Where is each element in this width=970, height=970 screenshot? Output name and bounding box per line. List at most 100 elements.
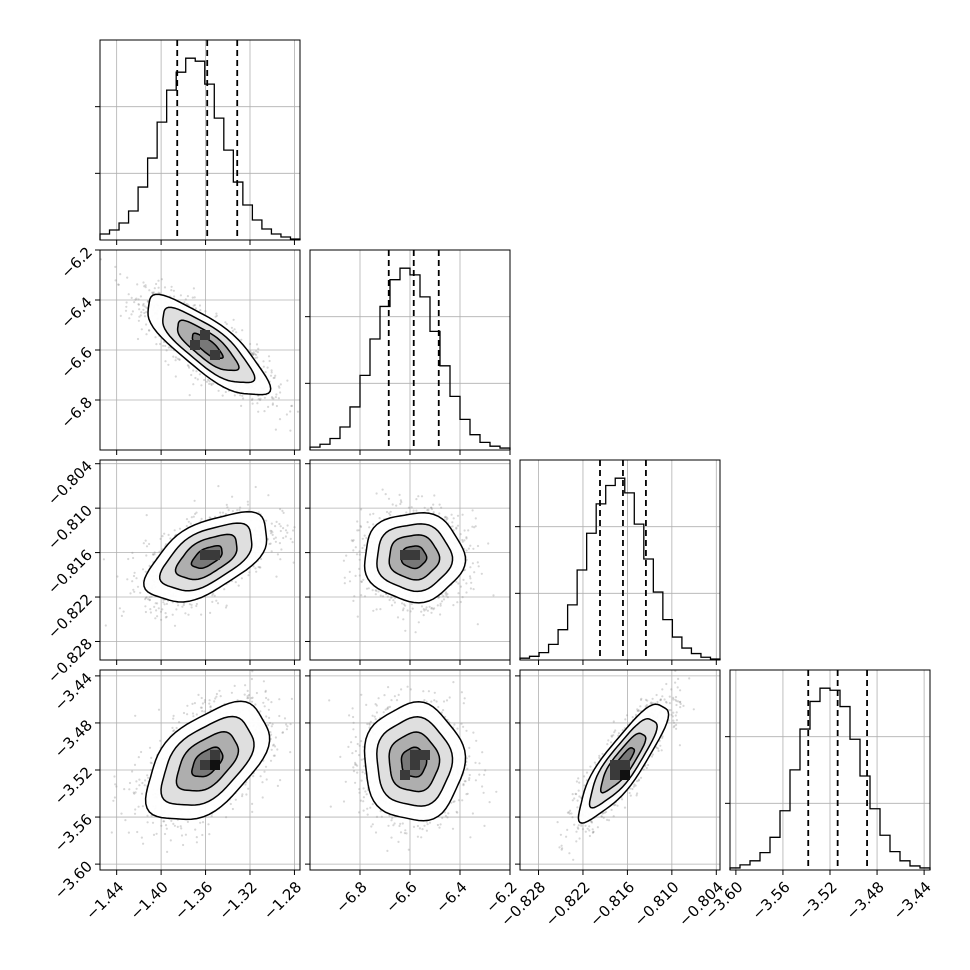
sample-point [267,355,271,358]
sample-point [388,512,391,515]
sample-point [235,331,238,334]
sample-point [179,825,182,828]
sample-point [452,604,455,607]
sample-point [259,398,262,402]
sample-point [375,492,378,495]
sample-point [293,526,296,529]
sample-point [368,526,371,529]
sample-point [271,397,274,400]
sample-point [165,602,168,606]
sample-point [224,390,227,394]
sample-point [430,506,433,509]
sample-point [315,700,317,702]
sample-point [148,564,151,568]
sample-point [430,606,433,610]
sample-point [359,524,362,528]
sample-point [143,305,146,308]
sample-point [284,535,287,538]
sample-point [360,580,363,584]
sample-point [375,589,378,593]
sample-point [128,781,132,785]
sample-point [203,699,207,702]
sample-point [138,308,141,311]
sample-point [185,518,189,521]
sample-point [463,568,467,572]
sample-point [393,601,396,604]
sample-point [140,750,143,754]
sample-point [135,297,138,300]
sample-point [215,314,218,317]
sample-point [276,553,279,556]
sample-point [262,680,265,683]
sample-point [192,715,195,718]
sample-point [231,495,234,498]
sample-point [258,566,261,569]
sample-point [264,371,267,374]
sample-point [137,303,140,306]
sample-point [471,509,474,512]
scatter-panel-2-1 [305,459,511,665]
sample-point [472,547,475,550]
sample-point [145,306,148,309]
density-core [400,550,420,560]
sample-point [379,608,382,611]
sample-point [162,344,165,347]
sample-point [455,580,458,583]
sample-point [401,602,404,605]
sample-point [252,351,255,354]
sample-point [200,696,203,700]
sample-point [271,531,274,534]
sample-point [133,571,136,574]
sample-point [296,410,299,413]
sample-point [190,516,193,519]
sample-point [151,553,155,556]
sample-point [188,394,191,397]
sample-point [203,378,206,382]
sample-point [379,594,382,597]
sample-point [371,589,374,592]
sample-point [141,304,145,307]
sample-point [139,591,142,594]
sample-point [181,605,184,608]
sample-point [444,515,447,519]
sample-point [131,551,134,555]
sample-point [365,536,368,540]
sample-point [422,614,425,617]
sample-point [173,729,176,732]
sample-point [400,501,403,504]
sample-point [269,374,273,377]
sample-point [404,629,407,632]
sample-point [446,596,449,599]
sample-point [390,596,393,599]
sample-point [247,509,250,512]
sample-point [249,342,252,346]
sample-point [275,520,278,524]
sample-point [384,493,387,496]
sample-point [353,595,356,598]
sample-point [194,376,197,380]
sample-point [270,369,273,372]
sample-point [252,775,255,778]
sample-point [387,497,391,500]
sample-point [165,615,168,618]
sample-point [432,608,435,611]
sample-point [248,571,251,574]
density-core [200,550,220,560]
sample-point [201,710,204,713]
sample-point [198,373,201,376]
sample-point [345,554,348,557]
sample-point [192,287,195,290]
sample-point [465,536,468,539]
sample-point [239,506,242,509]
sample-point [404,604,407,607]
sample-point [445,591,448,594]
sample-point [469,587,472,590]
sample-point [257,511,260,514]
sample-point [357,529,360,532]
sample-point [292,529,295,532]
sample-point [307,534,309,536]
sample-point [124,309,128,312]
sample-point [122,610,125,613]
histogram-step-2 [519,477,721,660]
sample-point [227,509,230,512]
